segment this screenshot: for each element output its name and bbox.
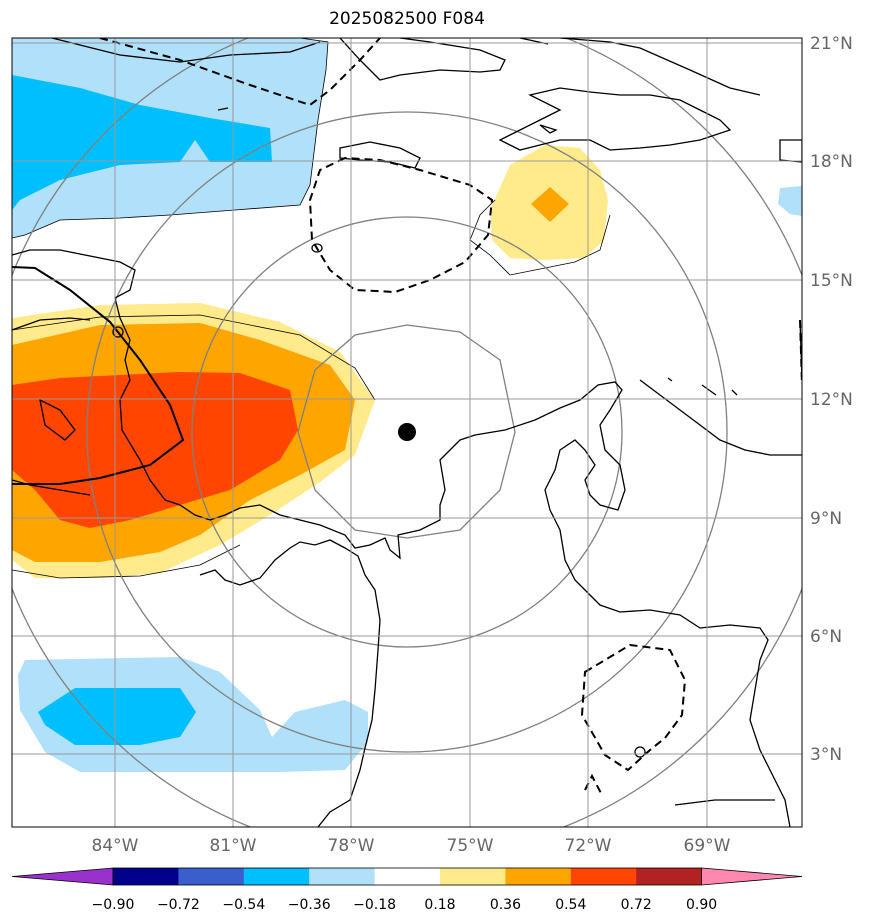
range-rings (12, 38, 802, 827)
coastlines (12, 38, 802, 827)
colorbar-extend-high (701, 867, 803, 886)
lon-label: 72°W (565, 836, 612, 856)
colorbar-tick-label: −0.54 (222, 897, 265, 913)
lon-label: 69°W (684, 836, 731, 856)
colorbar-frame (112, 867, 702, 886)
negative-anomaly-northwest (12, 38, 329, 239)
colorbar-segment (243, 868, 310, 885)
latitude-labels: 21°N 18°N 15°N 12°N 9°N 6°N 3°N (810, 34, 853, 765)
colorbar-tick-label: −0.72 (157, 897, 200, 913)
positive-anomaly-west (12, 303, 376, 579)
negative-anomaly-east-edge (778, 186, 802, 216)
lat-label: 3°N (810, 745, 842, 765)
colorbar-segment (309, 868, 376, 885)
lat-label: 15°N (810, 271, 853, 291)
lon-label: 81°W (210, 836, 257, 856)
colorbar-tick-label: 0.54 (555, 897, 586, 913)
lon-label: 75°W (447, 836, 494, 856)
negative-anomaly-southwest (18, 657, 368, 772)
country-boundary (12, 266, 185, 485)
colorbar-segment (178, 868, 245, 885)
lat-label: 9°N (810, 509, 842, 529)
colorbar-segment (374, 868, 441, 885)
colorbar-tick-label: −0.36 (288, 897, 331, 913)
colorbar-tick-label: −0.90 (92, 897, 135, 913)
colorbar-segment (505, 868, 572, 885)
lon-label: 84°W (92, 836, 139, 856)
colorbar-tick-label: −0.18 (353, 897, 396, 913)
map-plot-area (12, 38, 802, 827)
colorbar (11, 867, 803, 886)
lat-label: 12°N (810, 390, 853, 410)
lat-label: 18°N (810, 152, 853, 172)
colorbar-segment (570, 868, 637, 885)
colorbar-labels: −0.90 −0.72 −0.54 −0.36 −0.18 0.18 0.36 0.54 0.7… (92, 897, 718, 913)
colorbar-extend-low (11, 867, 114, 886)
map-title: 2025082500 F084 (329, 9, 485, 29)
colorbar-tick-label: 0.72 (621, 897, 652, 913)
colorbar-segment (636, 868, 703, 885)
colorbar-segment (440, 868, 506, 885)
positive-anomaly-northeast (469, 145, 611, 276)
colorbar-segment (113, 868, 179, 885)
lat-label: 21°N (810, 34, 853, 54)
map-frame (11, 37, 803, 828)
colorbar-tick-label: 0.36 (490, 897, 521, 913)
storm-center-marker (398, 423, 416, 441)
lon-label: 78°W (328, 836, 375, 856)
lat-label: 6°N (810, 627, 842, 647)
longitude-labels: 84°W 81°W 78°W 75°W 72°W 69°W (92, 836, 731, 856)
colorbar-tick-label: 0.90 (686, 897, 717, 913)
colorbar-tick-label: 0.18 (424, 897, 455, 913)
gridlines (12, 38, 802, 827)
